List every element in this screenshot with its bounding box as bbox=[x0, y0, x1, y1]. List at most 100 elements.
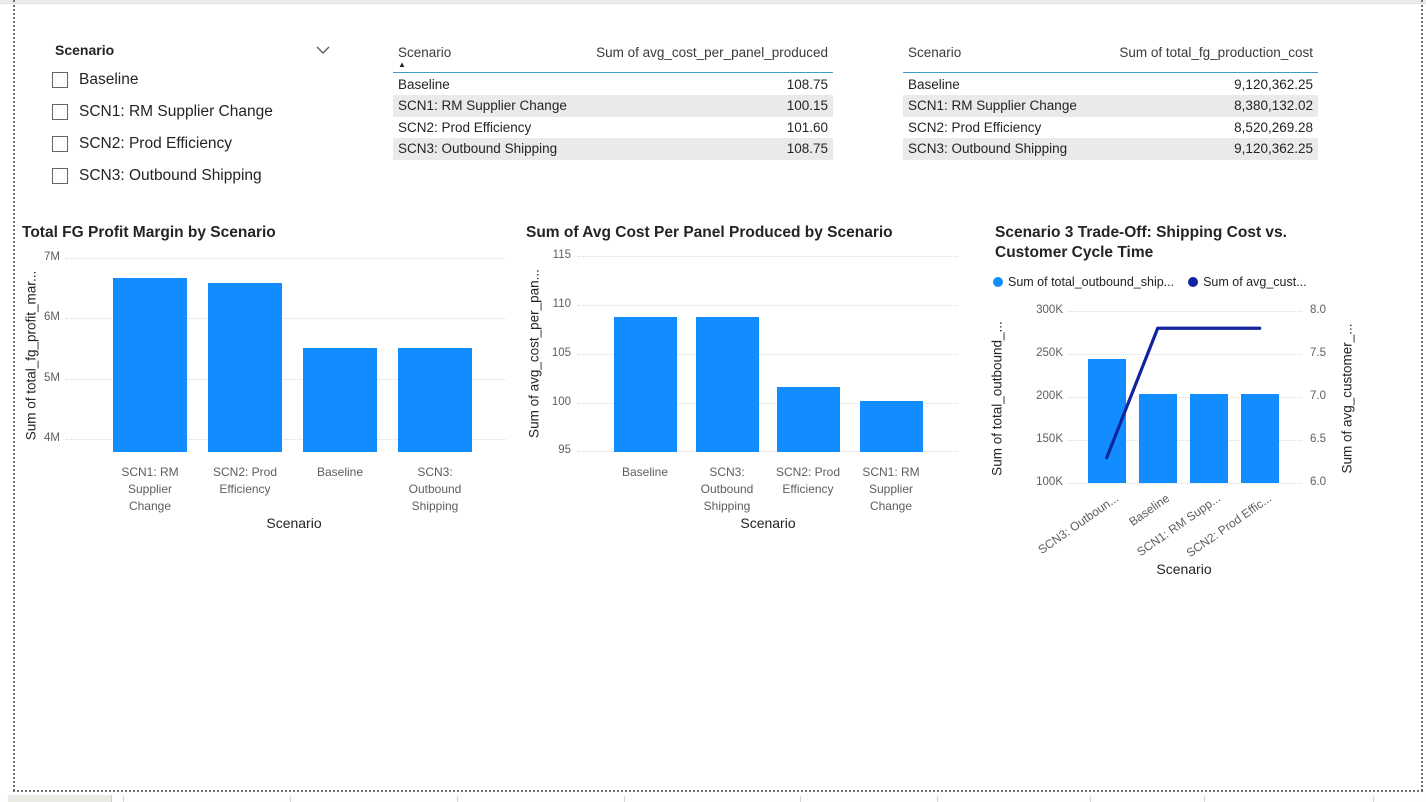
window-top-edge bbox=[0, 0, 1426, 4]
y-tick-label-left: 250K bbox=[1036, 346, 1063, 359]
gridline bbox=[66, 258, 506, 260]
table-row[interactable]: SCN3: Outbound Shipping 9,120,362.25 bbox=[903, 138, 1318, 160]
category-label: SCN3: Outbound Shipping bbox=[408, 465, 462, 513]
grid-divider bbox=[290, 796, 291, 802]
canvas-bottom-strip bbox=[0, 793, 1426, 802]
y-tick-label: 110 bbox=[552, 297, 571, 310]
grid-divider bbox=[1090, 796, 1091, 802]
category-label: SCN1: RM Supplier Change bbox=[862, 465, 920, 513]
legend-item[interactable]: Sum of total_outbound_ship... bbox=[993, 275, 1174, 289]
slicer-item-2[interactable]: SCN2: Prod Efficiency bbox=[52, 132, 232, 156]
table-row[interactable]: Baseline 108.75 bbox=[393, 74, 833, 95]
cell-scenario: SCN1: RM Supplier Change bbox=[908, 98, 1077, 114]
table-row[interactable]: SCN2: Prod Efficiency 8,520,269.28 bbox=[903, 117, 1318, 138]
header-underline bbox=[393, 72, 833, 73]
slicer-item-1[interactable]: SCN1: RM Supplier Change bbox=[52, 100, 273, 124]
cell-scenario: SCN2: Prod Efficiency bbox=[908, 119, 1042, 135]
y-tick-label-right: 8.0 bbox=[1310, 303, 1326, 316]
grid-divider bbox=[1204, 796, 1205, 802]
y-tick-label: 100 bbox=[551, 395, 571, 408]
table-row[interactable]: SCN1: RM Supplier Change 100.15 bbox=[393, 95, 833, 117]
bar-scn1-rm-supplier-change[interactable] bbox=[859, 401, 923, 453]
slicer-item-label: SCN1: RM Supplier Change bbox=[79, 103, 273, 120]
cell-value: 108.75 bbox=[786, 77, 828, 92]
y-tick-label-right: 6.0 bbox=[1310, 476, 1326, 489]
checkbox-icon[interactable] bbox=[52, 104, 68, 120]
cell-value: 8,520,269.28 bbox=[1234, 119, 1313, 135]
bar-scn3-outbound-shipping[interactable] bbox=[398, 348, 472, 452]
gridline bbox=[578, 402, 958, 404]
table-total-fg-production-cost: Scenario Sum of total_fg_production_cost B… bbox=[903, 40, 1318, 162]
table-header-row: Scenario Sum of total_fg_production_cost bbox=[903, 40, 1318, 72]
slicer-item-3[interactable]: SCN3: Outbound Shipping bbox=[52, 164, 262, 188]
gridline bbox=[578, 256, 958, 258]
chart-title: Total FG Profit Margin by Scenario bbox=[22, 224, 276, 241]
gridline bbox=[1068, 310, 1302, 312]
table-row[interactable]: SCN3: Outbound Shipping 108.75 bbox=[393, 138, 833, 160]
y-tick-label: 4M bbox=[44, 431, 60, 444]
legend-dot-icon bbox=[993, 277, 1003, 287]
legend-item[interactable]: Sum of avg_cust... bbox=[1188, 275, 1307, 289]
slicer-item-0[interactable]: Baseline bbox=[52, 68, 138, 92]
column-header[interactable]: Scenario bbox=[398, 45, 452, 60]
scenario-slicer: Scenario Baseline SCN1: RM Supplier Chang… bbox=[40, 36, 345, 196]
table-row[interactable]: Baseline 9,120,362.25 bbox=[903, 74, 1318, 95]
bar-baseline[interactable] bbox=[1138, 393, 1177, 484]
category-label: SCN2: Prod Efficiency bbox=[775, 465, 841, 496]
canvas-border-right bbox=[1421, 0, 1423, 791]
header-underline bbox=[903, 72, 1318, 73]
cell-scenario: SCN2: Prod Efficiency bbox=[398, 119, 532, 135]
legend-dot-icon bbox=[1188, 277, 1199, 287]
cell-scenario: Baseline bbox=[398, 77, 450, 92]
grid-divider bbox=[457, 796, 458, 802]
bar-scn2-prod-efficiency[interactable] bbox=[208, 282, 282, 452]
column-header[interactable]: Sum of avg_cost_per_panel_produced bbox=[596, 45, 828, 60]
y-tick-label: 5M bbox=[44, 371, 60, 384]
column-header[interactable]: Scenario bbox=[908, 45, 962, 60]
bar-scn2-prod-efficiency[interactable] bbox=[776, 386, 840, 453]
cell-scenario: Baseline bbox=[908, 77, 960, 92]
legend-label: Sum of total_outbound_ship... bbox=[1008, 275, 1175, 289]
cell-value: 108.75 bbox=[786, 141, 828, 157]
grid-divider bbox=[123, 796, 124, 802]
chart-avg-cost-per-panel: Sum of Avg Cost Per Panel Produced by Sc… bbox=[515, 215, 970, 565]
slicer-item-label: SCN3: Outbound Shipping bbox=[79, 167, 262, 184]
bar-scn1-rm-supplier-change[interactable] bbox=[113, 277, 187, 452]
cell-value: 9,120,362.25 bbox=[1234, 77, 1313, 92]
cell-scenario: SCN1: RM Supplier Change bbox=[398, 98, 567, 114]
checkbox-icon[interactable] bbox=[52, 136, 68, 152]
table-row[interactable]: SCN2: Prod Efficiency 101.60 bbox=[393, 117, 833, 138]
bar-baseline[interactable] bbox=[303, 348, 377, 452]
y-tick-label: 95 bbox=[558, 444, 571, 457]
y-tick-label: 105 bbox=[551, 346, 571, 359]
column-header[interactable]: Sum of total_fg_production_cost bbox=[1119, 45, 1313, 60]
chart-title: Sum of Avg Cost Per Panel Produced by Sc… bbox=[526, 224, 893, 241]
gridline bbox=[578, 451, 958, 453]
checkbox-icon[interactable] bbox=[52, 168, 68, 184]
y-tick-label-right: 6.5 bbox=[1310, 433, 1326, 446]
y-tick-label: 6M bbox=[44, 311, 60, 324]
grid-divider bbox=[1373, 796, 1374, 802]
checkbox-icon[interactable] bbox=[52, 72, 68, 88]
x-axis-title: Scenario bbox=[740, 515, 796, 531]
y-tick-label-left: 300K bbox=[1036, 303, 1063, 316]
grid-divider bbox=[800, 796, 801, 802]
gridline bbox=[1068, 440, 1302, 442]
y-tick-label-left: 200K bbox=[1036, 390, 1063, 402]
bar-scn2-prod-efficiency[interactable] bbox=[1240, 393, 1279, 484]
sort-ascending-icon: ▲ bbox=[398, 60, 406, 69]
bar-baseline[interactable] bbox=[613, 317, 677, 453]
chart-title-line: Customer Cycle Time bbox=[995, 244, 1154, 261]
chevron-down-icon[interactable] bbox=[315, 44, 331, 56]
chart-legend: Sum of total_outbound_ship... Sum of avg_… bbox=[993, 275, 1321, 289]
y-tick-label: 7M bbox=[44, 251, 60, 264]
bar-scn3-outbound-shipping[interactable] bbox=[695, 317, 759, 453]
bottom-strip-segment bbox=[8, 795, 112, 802]
x-axis-title: Scenario bbox=[1156, 561, 1212, 577]
bar-scn1-rm-supplier-change[interactable] bbox=[1189, 393, 1228, 484]
gridline bbox=[578, 304, 958, 306]
grid-divider bbox=[624, 796, 625, 802]
table-row[interactable]: SCN1: RM Supplier Change 8,380,132.02 bbox=[903, 95, 1318, 117]
cycle-time-line[interactable] bbox=[1068, 311, 1302, 484]
